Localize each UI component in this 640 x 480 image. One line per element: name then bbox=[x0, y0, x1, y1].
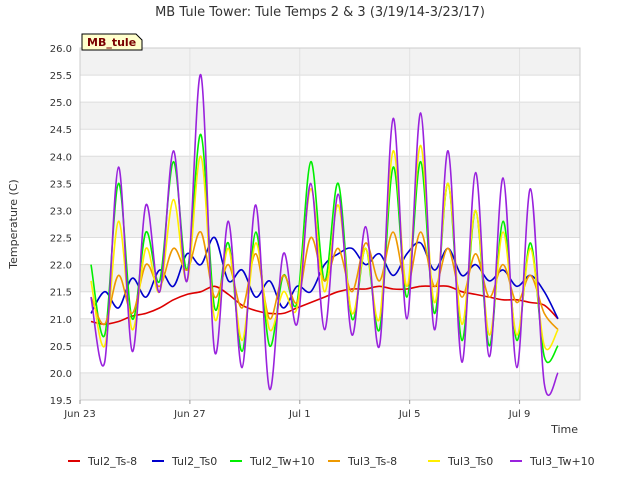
grid-band bbox=[80, 291, 580, 319]
grid-band bbox=[80, 156, 580, 184]
grid-band bbox=[80, 183, 580, 211]
y-tick-label: 19.5 bbox=[50, 396, 72, 407]
y-tick-label: 23.0 bbox=[50, 206, 72, 217]
x-axis: Jun 23 Jun 27 Jul 1 Jul 5 Jul 9 bbox=[63, 400, 530, 420]
y-tick-label: 24.0 bbox=[50, 152, 72, 163]
series-line-Tul2_Ts0 bbox=[90, 236, 559, 320]
legend-label: Tul3_Tw+10 bbox=[529, 455, 595, 468]
site-badge-label: MB_tule bbox=[87, 36, 136, 49]
series-lines bbox=[90, 74, 559, 396]
y-tick-label: 20.0 bbox=[50, 369, 72, 380]
y-tick-label: 26.0 bbox=[50, 44, 72, 55]
y-tick-label: 25.0 bbox=[50, 98, 72, 109]
x-tick-label: Jul 9 bbox=[508, 409, 531, 420]
y-tick-label: 23.5 bbox=[50, 179, 72, 190]
series-line-Tul3_Tw+10 bbox=[90, 74, 559, 396]
grid-band bbox=[80, 345, 580, 373]
series-line-Tul2_Ts-8 bbox=[90, 285, 559, 325]
x-tick-label: Jul 5 bbox=[398, 409, 421, 420]
series-line-Tul3_Ts-8 bbox=[90, 231, 559, 331]
x-tick-label: Jun 27 bbox=[173, 409, 206, 420]
y-tick-label: 22.5 bbox=[50, 234, 72, 245]
y-tick-label: 25.5 bbox=[50, 71, 72, 82]
y-tick-label: 22.0 bbox=[50, 261, 72, 272]
x-tick-label: Jul 1 bbox=[288, 409, 311, 420]
x-axis-label: Time bbox=[550, 423, 578, 436]
legend-label: Tul2_Ts-8 bbox=[87, 455, 137, 468]
chart-title: MB Tule Tower: Tule Temps 2 & 3 (3/19/14… bbox=[155, 5, 485, 20]
x-tick-label: Jun 23 bbox=[63, 409, 96, 420]
legend: Tul2_Ts-8 Tul2_Ts0 Tul2_Tw+10 Tul3_Ts-8 Tul3… bbox=[68, 455, 595, 468]
legend-label: Tul2_Ts0 bbox=[171, 455, 217, 468]
legend-label: Tul3_Ts-8 bbox=[347, 455, 397, 468]
y-tick-label: 21.5 bbox=[50, 288, 72, 299]
legend-label: Tul3_Ts0 bbox=[447, 455, 493, 468]
y-tick-label: 24.5 bbox=[50, 125, 72, 136]
grid-band bbox=[80, 210, 580, 238]
plot-frame bbox=[79, 47, 581, 401]
y-axis: 19.5 20.0 20.5 21.0 21.5 22.0 22.5 23.0 23.5 24.0… bbox=[50, 44, 72, 407]
y-tick-label: 20.5 bbox=[50, 342, 72, 353]
grid-band bbox=[80, 372, 580, 400]
grid-band bbox=[80, 48, 580, 76]
grid-band bbox=[80, 318, 580, 346]
y-axis-label: Temperature (C) bbox=[7, 179, 20, 269]
grid-band bbox=[80, 75, 580, 103]
grid-band bbox=[80, 129, 580, 157]
site-badge: MB_tule bbox=[81, 33, 143, 51]
legend-label: Tul2_Tw+10 bbox=[249, 455, 315, 468]
site-badge-box bbox=[81, 33, 143, 51]
grid-band bbox=[80, 102, 580, 130]
y-tick-label: 21.0 bbox=[50, 315, 72, 326]
